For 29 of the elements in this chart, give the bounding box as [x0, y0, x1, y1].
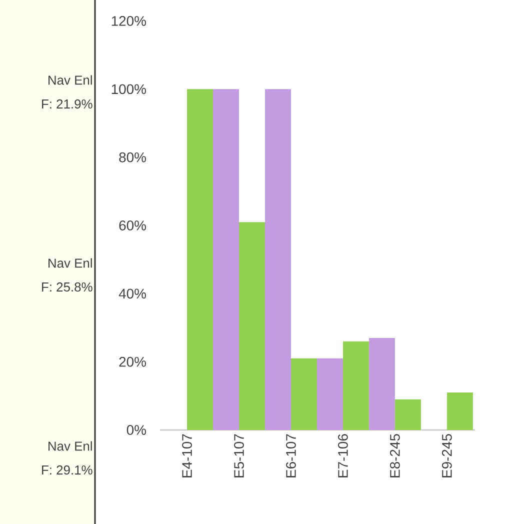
x-tick-label: E5-107: [234, 434, 244, 478]
bar: [342, 341, 369, 430]
y-tick-label: 20%: [119, 356, 146, 367]
bar: [290, 358, 317, 430]
bar: [213, 89, 240, 430]
bar: [368, 338, 395, 430]
x-tick-label: E8-245: [390, 434, 400, 478]
y-tick-label: 60%: [119, 220, 146, 230]
bar: [316, 358, 343, 430]
text: F: 21.9%: [42, 99, 92, 109]
x-tick-label: E9-245: [442, 434, 452, 478]
x-tick-label: E4-107: [182, 434, 192, 478]
text: F: 29.1%: [42, 465, 92, 475]
bar: [187, 89, 214, 430]
bar: [446, 392, 473, 430]
y-tick-label: 40%: [118, 288, 146, 299]
x-tick-label: E7-106: [338, 434, 348, 478]
bar: [264, 89, 291, 430]
y-tick-label: 120%: [112, 16, 146, 26]
text: Nav Enl: [48, 441, 92, 451]
text: F: 25.8%: [42, 282, 92, 292]
x-tick-label: E6-107: [286, 434, 296, 478]
y-tick-label: 0%: [126, 425, 146, 435]
y-tick-label: 100%: [112, 84, 146, 94]
bar: [394, 399, 421, 430]
text: Nav Enl: [48, 258, 92, 268]
bar: [239, 222, 265, 430]
text: Nav Enl: [48, 75, 92, 85]
y-tick-label: 80%: [119, 152, 146, 162]
